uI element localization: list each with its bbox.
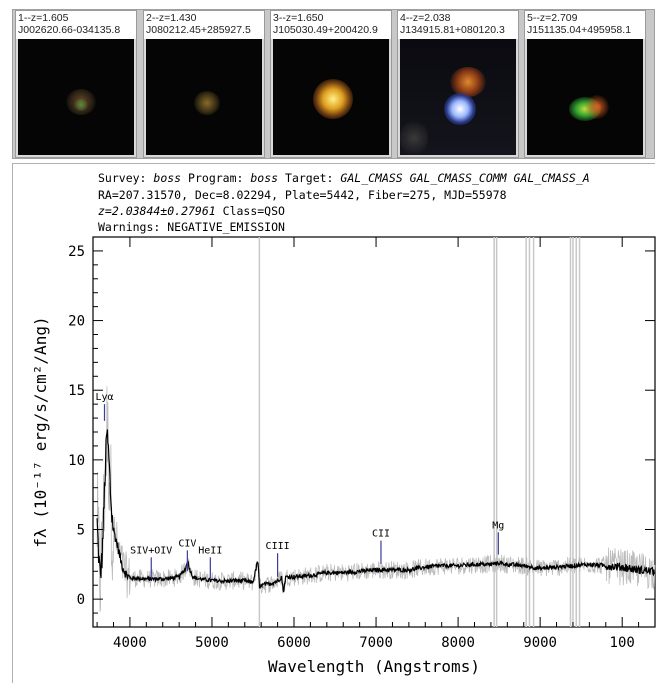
class-value: Class=QSO xyxy=(222,204,285,218)
thumbnail-image xyxy=(273,39,389,155)
thumbnail-strip: 1--z=1.605 J002620.66-034135.8 2--z=1.430… xyxy=(12,9,655,159)
thumbnail-designation: J002620.66-034135.8 xyxy=(18,24,121,36)
thumbnail-label: 2--z=1.430 J080212.45+285927.5 xyxy=(144,11,264,39)
thumbnail-redshift: 3--z=1.650 xyxy=(273,12,324,24)
thumbnail-2[interactable]: 2--z=1.430 J080212.45+285927.5 xyxy=(143,10,265,158)
thumbnail-image xyxy=(400,39,516,155)
thumbnail-image xyxy=(146,39,262,155)
thumbnail-redshift: 2--z=1.430 xyxy=(146,12,197,24)
thumbnail-image xyxy=(527,39,643,155)
thumbnail-3[interactable]: 3--z=1.650 J105030.49+200420.9 xyxy=(270,10,392,158)
thumbnail-label: 5--z=2.709 J151135.04+495958.1 xyxy=(525,11,645,39)
thumbnail-designation: J151135.04+495958.1 xyxy=(527,24,632,36)
header-line-2: RA=207.31570, Dec=8.02294, Plate=5442, F… xyxy=(98,188,507,202)
thumbnail-designation: J080212.45+285927.5 xyxy=(146,24,251,36)
thumbnail-label: 3--z=1.650 J105030.49+200420.9 xyxy=(271,11,391,39)
survey-value: boss xyxy=(153,171,182,185)
thumbnail-4[interactable]: 4--z=2.038 J134915.81+080120.3 xyxy=(397,10,519,158)
thumbnail-image xyxy=(18,39,134,155)
thumbnail-1[interactable]: 1--z=1.605 J002620.66-034135.8 xyxy=(15,10,137,158)
thumbnail-redshift: 1--z=1.605 xyxy=(18,12,69,24)
target-value: GAL_CMASS GAL_CMASS_COMM GAL_CMASS_A xyxy=(340,171,590,185)
target-label: Target: xyxy=(285,171,334,185)
thumbnail-designation: J134915.81+080120.3 xyxy=(400,24,505,36)
thumbnail-designation: J105030.49+200420.9 xyxy=(273,24,378,36)
thumbnail-label: 4--z=2.038 J134915.81+080120.3 xyxy=(398,11,518,39)
survey-label: Survey: xyxy=(98,171,147,185)
program-label: Program: xyxy=(188,171,244,185)
header-line-3: z=2.03844±0.27961 Class=QSO xyxy=(98,204,285,218)
program-value: boss xyxy=(250,171,279,185)
thumbnail-label: 1--z=1.605 J002620.66-034135.8 xyxy=(16,11,136,39)
thumbnail-5[interactable]: 5--z=2.709 J151135.04+495958.1 xyxy=(524,10,646,158)
header-warnings: Warnings: NEGATIVE_EMISSION xyxy=(98,220,285,234)
spectrum-panel: Survey: boss Program: boss Target: GAL_C… xyxy=(12,163,655,683)
thumbnail-redshift: 5--z=2.709 xyxy=(527,12,578,24)
thumbnail-redshift: 4--z=2.038 xyxy=(400,12,451,24)
header-line-1: Survey: boss Program: boss Target: GAL_C… xyxy=(98,171,590,185)
redshift-value: z=2.03844±0.27961 xyxy=(98,204,216,218)
